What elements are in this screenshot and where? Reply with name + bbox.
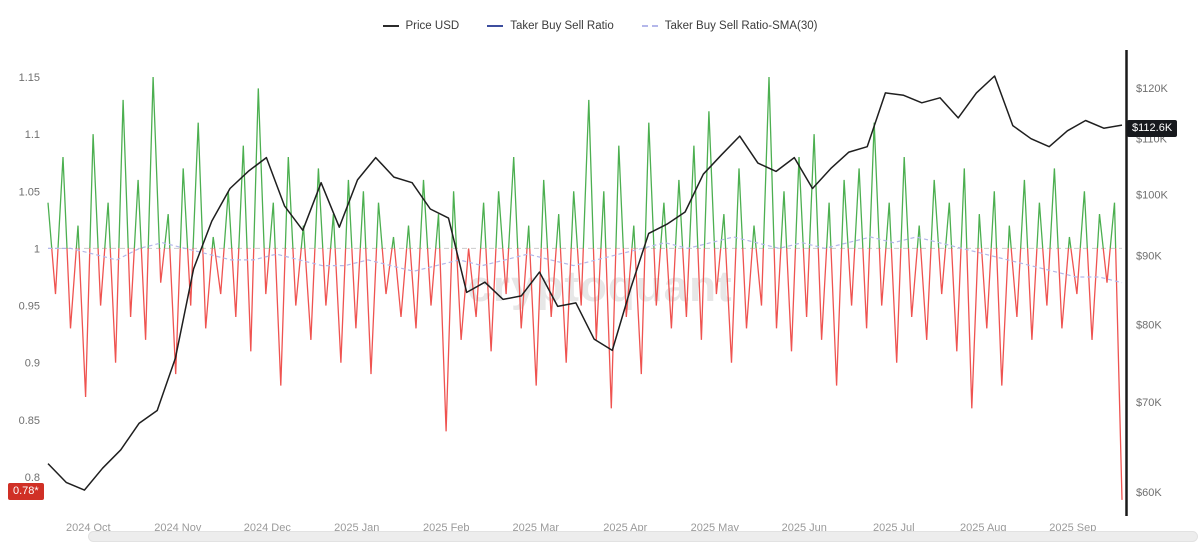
taker-buy-sell-ratio-swatch-icon — [487, 25, 504, 27]
ratio-current-value-badge: 0.78* — [8, 483, 44, 500]
chart-legend: Price USD Taker Buy Sell Ratio Taker Buy… — [0, 20, 1200, 32]
left-axis-tick: 1.05 — [19, 186, 40, 198]
right-axis-tick: $100K — [1136, 189, 1168, 201]
taker-buy-sell-ratio-line-above — [47, 76, 1117, 249]
legend-label: Taker Buy Sell Ratio-SMA(30) — [664, 20, 818, 32]
right-axis-tick: $120K — [1136, 83, 1168, 95]
right-axis-tick: $70K — [1136, 397, 1162, 409]
legend-item-taker-buy-sell-ratio-sma30[interactable]: Taker Buy Sell Ratio-SMA(30) — [641, 20, 818, 32]
left-axis-tick: 0.95 — [19, 301, 40, 313]
legend-label: Taker Buy Sell Ratio — [510, 20, 614, 32]
legend-item-price-usd[interactable]: Price USD — [382, 20, 460, 32]
legend-label: Price USD — [405, 20, 460, 32]
price-usd-swatch-icon — [382, 25, 399, 27]
left-axis-tick: 0.9 — [25, 358, 40, 370]
left-axis-tick: 1.1 — [25, 129, 40, 141]
left-axis-tick: 1.15 — [19, 72, 40, 84]
left-axis-tick: 0.85 — [19, 415, 40, 427]
right-axis-tick: $80K — [1136, 319, 1162, 331]
legend-item-taker-buy-sell-ratio[interactable]: Taker Buy Sell Ratio — [487, 20, 614, 32]
price-usd-line — [47, 75, 1123, 491]
price-current-value-badge: $112.6K — [1127, 120, 1178, 137]
left-axis-tick: 0.8 — [25, 472, 40, 484]
zoom-range-scrollbar[interactable] — [88, 531, 1198, 542]
taker-buy-sell-ratio-line-below — [51, 248, 1123, 500]
taker-buy-sell-ratio-sma30-line — [48, 236, 1123, 284]
left-axis-tick: 1 — [34, 243, 40, 255]
taker-buy-sell-ratio-sma30-swatch-icon — [641, 25, 658, 27]
right-axis-tick: $90K — [1136, 251, 1162, 263]
right-axis-tick: $60K — [1136, 487, 1162, 499]
